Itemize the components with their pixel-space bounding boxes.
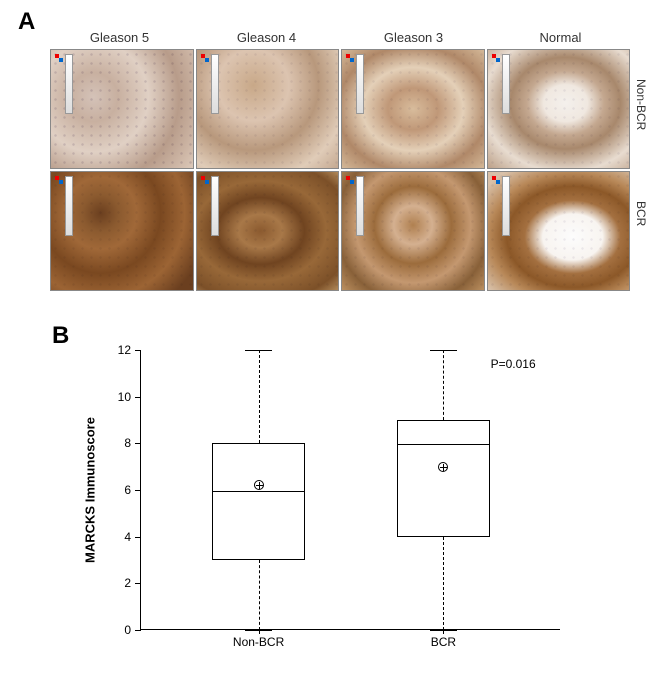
ytick-label: 2 (124, 576, 131, 590)
boxplot-box (397, 420, 489, 537)
color-indicator-icon (201, 176, 209, 184)
histology-image (341, 49, 485, 169)
scale-bar (211, 176, 219, 236)
ytick (135, 537, 141, 538)
histology-image (341, 171, 485, 291)
scale-bar (502, 54, 510, 114)
mean-marker (438, 462, 448, 472)
median-line (398, 444, 488, 445)
histology-row: Non-BCR (50, 49, 630, 169)
whisker (259, 350, 260, 443)
ytick-label: 4 (124, 530, 131, 544)
color-indicator-icon (492, 54, 500, 62)
ytick (135, 350, 141, 351)
col-header: Normal (491, 30, 630, 45)
whisker (443, 350, 444, 420)
panel-a-label: A (18, 8, 35, 36)
ytick (135, 490, 141, 491)
scale-bar (65, 54, 73, 114)
ytick (135, 397, 141, 398)
whisker-cap (245, 350, 272, 351)
whisker (259, 560, 260, 630)
panel-a: Gleason 5 Gleason 4 Gleason 3 Normal Non… (50, 30, 630, 291)
ytick-label: 6 (124, 483, 131, 497)
histology-image (50, 171, 194, 291)
histology-image (196, 171, 340, 291)
ytick-label: 12 (118, 343, 131, 357)
panel-a-col-headers: Gleason 5 Gleason 4 Gleason 3 Normal (50, 30, 630, 45)
boxplot-chart: P=0.016 024681012Non-BCRBCR (140, 350, 560, 630)
ytick-label: 0 (124, 623, 131, 637)
scale-bar (502, 176, 510, 236)
ytick (135, 443, 141, 444)
mean-marker (254, 480, 264, 490)
ytick (135, 583, 141, 584)
scale-bar (65, 176, 73, 236)
histology-row: BCR (50, 171, 630, 291)
color-indicator-icon (201, 54, 209, 62)
color-indicator-icon (55, 54, 63, 62)
whisker-cap (430, 350, 457, 351)
histology-image (487, 49, 631, 169)
color-indicator-icon (346, 176, 354, 184)
row-label: BCR (634, 201, 648, 226)
col-header: Gleason 5 (50, 30, 189, 45)
xtick-label: BCR (431, 635, 456, 649)
boxplot-box (212, 443, 304, 560)
ytick (135, 630, 141, 631)
col-header: Gleason 3 (344, 30, 483, 45)
color-indicator-icon (55, 176, 63, 184)
scale-bar (356, 54, 364, 114)
panel-b: MARCKS Immunoscore P=0.016 024681012Non-… (70, 340, 590, 665)
color-indicator-icon (492, 176, 500, 184)
histology-image (487, 171, 631, 291)
scale-bar (356, 176, 364, 236)
ytick-label: 10 (118, 390, 131, 404)
whisker (443, 537, 444, 630)
xtick-label: Non-BCR (233, 635, 284, 649)
median-line (213, 491, 303, 492)
histology-grid: Non-BCRBCR (50, 49, 630, 291)
xtick (443, 629, 444, 634)
color-indicator-icon (346, 54, 354, 62)
p-value-text: P=0.016 (491, 357, 536, 371)
yaxis-title: MARCKS Immunoscore (83, 417, 98, 563)
panel-b-label: B (52, 322, 69, 350)
col-header: Gleason 4 (197, 30, 336, 45)
row-label: Non-BCR (634, 79, 648, 130)
histology-image (50, 49, 194, 169)
xtick (259, 629, 260, 634)
ytick-label: 8 (124, 436, 131, 450)
scale-bar (211, 54, 219, 114)
histology-image (196, 49, 340, 169)
